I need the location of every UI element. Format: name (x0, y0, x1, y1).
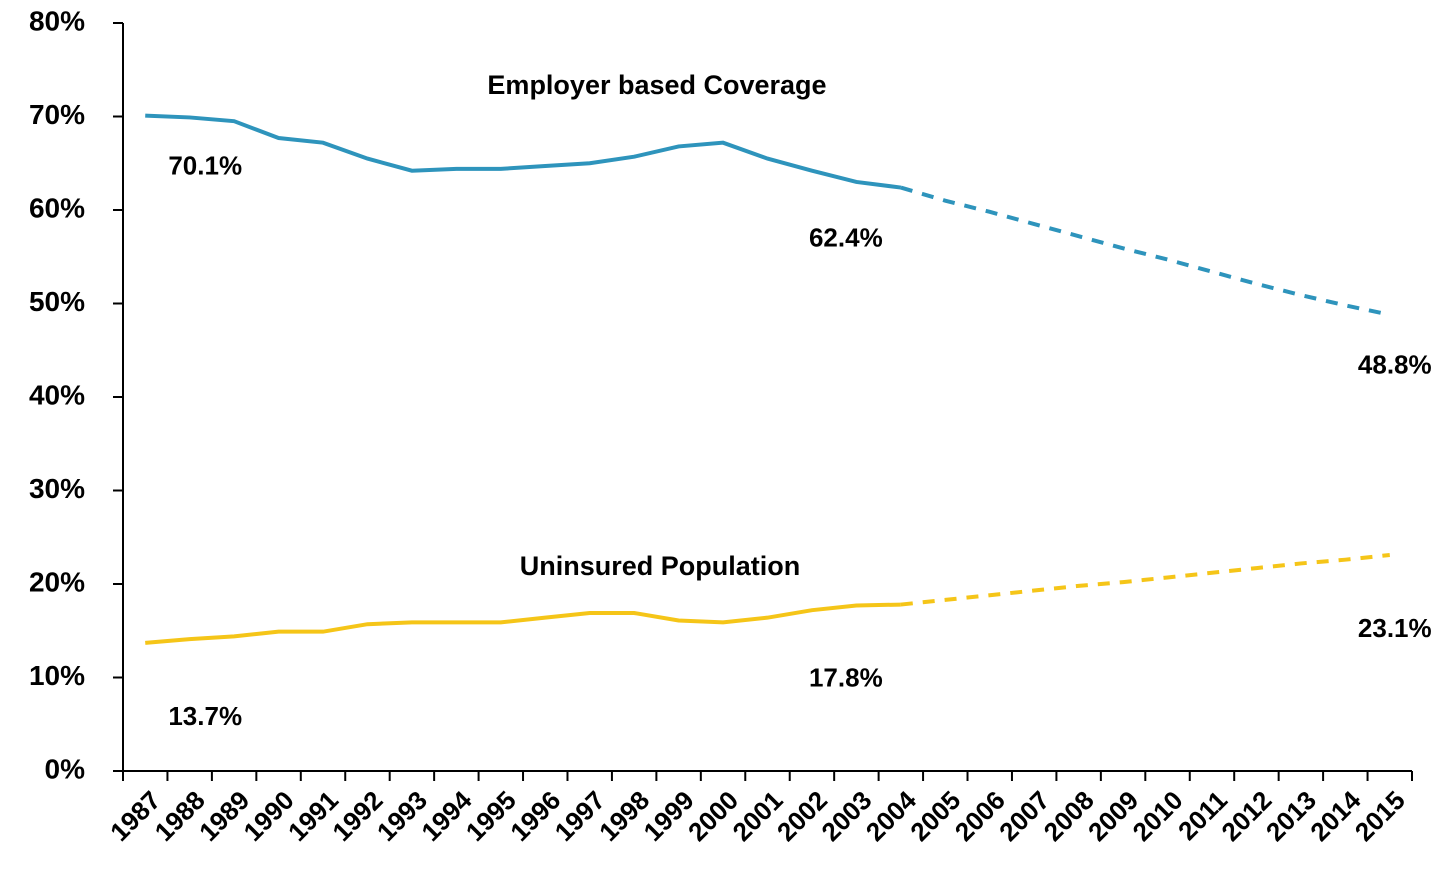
x-tick-label: 1998 (593, 785, 655, 847)
x-tick-label: 2003 (815, 785, 877, 847)
x-tick-label: 2001 (726, 785, 788, 847)
y-tick-label: 50% (29, 286, 85, 317)
data-label: 48.8% (1358, 350, 1432, 380)
x-tick-label: 1997 (549, 785, 611, 847)
data-label: 23.1% (1358, 613, 1432, 643)
data-label: 62.4% (809, 222, 883, 252)
x-tick-label: 2008 (1038, 785, 1100, 847)
x-tick-label: 2012 (1215, 785, 1277, 847)
projection-line (900, 185, 1391, 317)
x-tick-label: 2006 (949, 785, 1011, 847)
x-tick-label: 1996 (504, 785, 566, 847)
y-tick-label: 0% (45, 753, 86, 784)
x-tick-label: 1995 (460, 785, 522, 847)
y-tick-label: 80% (29, 5, 85, 36)
x-tick-label: 1992 (326, 785, 388, 847)
x-tick-label: 2005 (904, 785, 966, 847)
x-tick-label: 2015 (1349, 785, 1411, 847)
x-tick-label: 1999 (638, 785, 700, 847)
y-tick-label: 40% (29, 379, 85, 410)
x-tick-label: 2000 (682, 785, 744, 847)
x-tick-label: 2007 (993, 785, 1055, 847)
y-tick-label: 60% (29, 192, 85, 223)
x-tick-label: 2013 (1260, 785, 1322, 847)
x-tick-label: 2011 (1172, 785, 1233, 846)
series-label: Employer based Coverage (487, 70, 826, 100)
series-label: Uninsured Population (520, 551, 801, 581)
y-tick-label: 30% (29, 473, 85, 504)
data-label: 70.1% (168, 150, 242, 180)
x-tick-label: 1989 (193, 785, 255, 847)
x-tick-label: 1987 (104, 785, 166, 847)
line (145, 602, 901, 645)
x-tick-label: 1988 (149, 785, 211, 847)
x-tick-label: 2010 (1127, 785, 1189, 847)
x-tick-label: 2002 (771, 785, 833, 847)
y-tick-label: 20% (29, 566, 85, 597)
line (145, 113, 902, 190)
x-tick-label: 1991 (282, 785, 344, 847)
data-label: 13.7% (168, 701, 242, 731)
x-tick-label: 2009 (1082, 785, 1144, 847)
data-label: 17.8% (809, 662, 883, 692)
projection-line (900, 553, 1390, 607)
x-tick-label: 1993 (371, 785, 433, 847)
x-tick-label: 1990 (238, 785, 300, 847)
y-tick-label: 10% (29, 660, 85, 691)
y-tick-label: 70% (29, 99, 85, 130)
